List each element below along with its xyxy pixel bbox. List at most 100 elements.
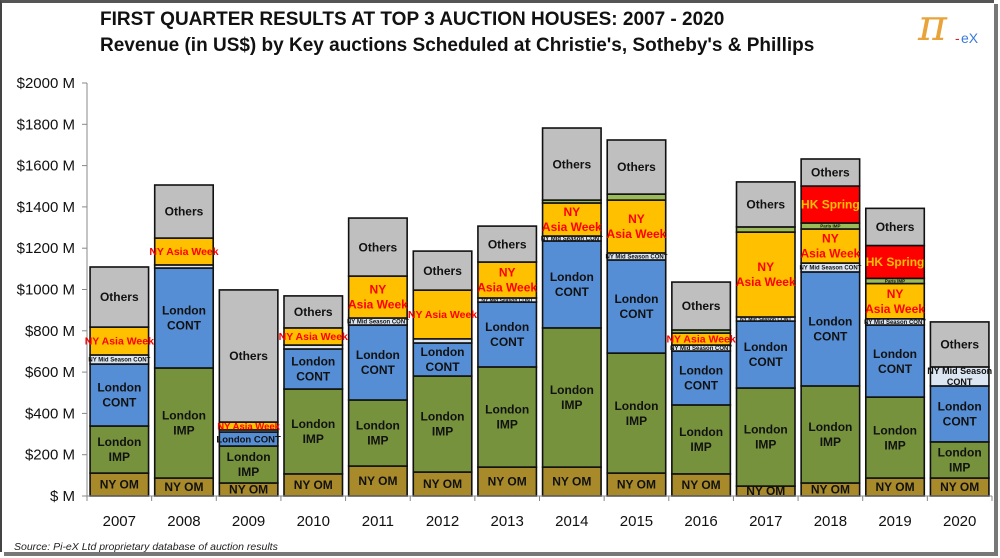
bar-segment-others (89, 266, 150, 328)
segment-label: Others (682, 299, 721, 313)
x-tick-label: 2007 (103, 513, 136, 530)
x-tick-label: 2019 (878, 513, 911, 530)
segment-label: London CONT (356, 348, 400, 377)
bar-segment-london-cont (153, 267, 215, 369)
bar-segment-others (671, 281, 732, 331)
bar-segment-london-imp (929, 441, 990, 479)
bar-segment-ny-om (541, 466, 602, 497)
segment-label: HK Spring (866, 255, 925, 269)
x-tick-label: 2012 (426, 513, 459, 530)
segment-label: Others (359, 240, 398, 254)
segment-label: NY Asia Week (408, 309, 477, 321)
segment-label: NY OM (811, 483, 850, 497)
bar-segment-ny-asia-week (606, 199, 667, 254)
bar-segment-london-cont (671, 350, 732, 406)
segment-label: Others (876, 220, 915, 234)
bar-segment-others (735, 181, 796, 228)
segment-label: NY Mid Season CONT (347, 320, 409, 326)
bar-segment-london-imp (89, 425, 150, 474)
segment-label: NY Mid Season CONT (799, 266, 861, 272)
chart-subtitle: Revenue (in US$) by Key auctions Schedul… (100, 35, 815, 56)
segment-label: Others (423, 264, 462, 278)
bar-segment-others (477, 225, 538, 263)
bar-stack-2019: NY OM London IMP London CONT NY Mid Season CO… (864, 207, 926, 497)
segment-label: NY Asia Week (607, 212, 667, 241)
segment-label: NY Asia Week (666, 334, 735, 346)
bar-segment-london-imp (800, 385, 861, 484)
y-tick-label: $2000 M (17, 75, 75, 92)
y-tick-label: $1400 M (17, 199, 75, 216)
bar-segment-london-cont (541, 240, 602, 329)
segment-label: NY Mid Season CONT (606, 255, 668, 261)
segment-label: NY Mid Season CONT (740, 317, 792, 323)
logo-text: eX (961, 30, 979, 46)
bar-segment-ny-asia-week (153, 237, 215, 266)
bar-stack-2012: NY OM London IMP London CONT NY Asia Week Othe… (408, 250, 477, 497)
segment-label: NY OM (229, 483, 268, 497)
x-tick-label: 2008 (167, 513, 200, 530)
logo-dash: - (955, 30, 960, 46)
bar-segment-london-cont (606, 259, 667, 354)
segment-label: Others (229, 349, 268, 363)
segment-label: NY Asia Week (279, 331, 348, 343)
x-axis: 2007 2008 2009 2010 2011 2012 2013 2014 2015 2016… (86, 495, 993, 530)
segment-label: London CONT (679, 364, 723, 393)
segment-label: NY Mid Season CONT (481, 298, 533, 304)
segment-label: London IMP (227, 450, 271, 479)
bar-segment-ny-asia-week (864, 282, 926, 320)
segment-label: NY Asia Week (865, 287, 925, 316)
segment-label: NY Mid Season CONT (88, 358, 150, 364)
segment-label: Others (811, 166, 850, 180)
chart-title: FIRST QUARTER RESULTS AT TOP 3 AUCTION H… (100, 9, 725, 30)
segment-label: Others (100, 290, 139, 304)
bar-segment-london-cont (929, 385, 990, 443)
segment-label: NY OM (682, 478, 721, 492)
segment-label: London IMP (162, 409, 206, 438)
bar-segment-others (412, 250, 473, 291)
segment-label: London CONT (291, 355, 335, 384)
x-tick-label: 2009 (232, 513, 265, 530)
segment-label: London CONT (744, 340, 788, 369)
segment-label: NY Asia Week (85, 336, 154, 348)
bar-segment-london-imp (606, 352, 667, 474)
y-tick-label: $1800 M (17, 116, 75, 133)
segment-label: NY Asia Week (736, 260, 796, 289)
bar-segment-london-imp (347, 399, 408, 467)
bar-segment-london-imp (541, 327, 602, 468)
segment-label: NY OM (423, 477, 462, 491)
segment-label: NY Mid Season CONT (927, 366, 992, 387)
segment-label: Others (552, 157, 591, 171)
segment-label: London IMP (679, 425, 723, 454)
segment-label: NY OM (294, 478, 333, 492)
bar-stack-2020: NY OM London IMP London CONT NY Mid Season CON… (927, 321, 992, 497)
bar-segment-paris-imp (606, 193, 667, 201)
segment-label: London IMP (808, 420, 852, 449)
bar-stack-2018: NY OM London IMP London CONT NY Mid Season CO… (799, 158, 862, 497)
bar-stack-2009: NY OM London IMP London CONT NY Asia Week Oth… (216, 289, 281, 497)
bar-segment-others (800, 158, 861, 187)
segment-label: London CONT (550, 270, 594, 299)
segment-label: NY Asia Week (217, 421, 280, 432)
y-tick-label: $200 M (25, 447, 75, 464)
bar-segment-ny-om (347, 465, 408, 497)
bar-stack-2017: NY OM London IMP London CONT NY Mid Season CO… (735, 181, 796, 498)
segment-label: Paris IMP (885, 279, 905, 284)
bar-stack-2015: NY OM London IMP London CONT NY Mid Season CO… (606, 139, 668, 497)
segment-label: NY Asia Week (542, 205, 602, 234)
bar-segment-others (929, 321, 990, 368)
x-tick-label: 2020 (943, 513, 976, 530)
bar-segment-others (541, 127, 602, 201)
bar-segment-london-cont (283, 348, 344, 390)
segment-label: London IMP (614, 399, 658, 428)
segment-label: London IMP (291, 417, 335, 446)
segment-label: NY Asia Week (800, 232, 860, 261)
x-tick-label: 2018 (814, 513, 847, 530)
y-tick-label: $1200 M (17, 240, 75, 257)
bar-segment-london-imp (412, 375, 473, 473)
pi-icon: π (918, 0, 947, 51)
segment-label: London IMP (873, 423, 917, 452)
x-tick-label: 2015 (620, 513, 653, 530)
segment-label: Others (294, 305, 333, 319)
bar-segment-london-imp (477, 366, 538, 468)
y-tick-label: $1000 M (17, 282, 75, 299)
